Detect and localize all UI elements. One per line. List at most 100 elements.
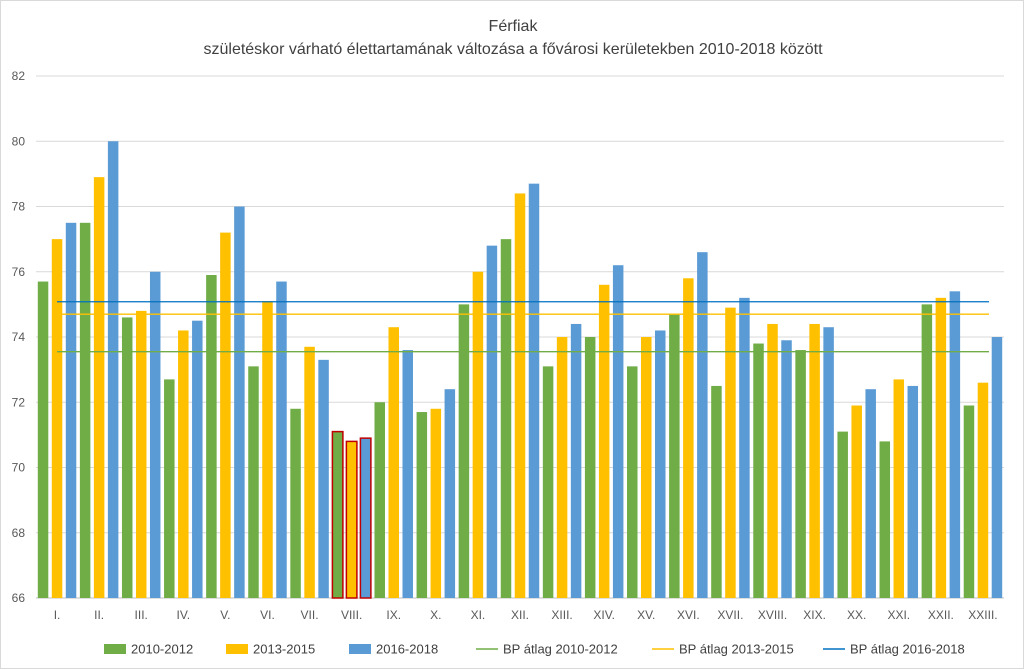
legend-swatch-2010-2012: [104, 644, 126, 654]
bar-2013-2015-XIII.: [556, 337, 568, 598]
bar-2013-2015-IV.: [178, 330, 189, 598]
bar-2016-2018-XIII.: [570, 323, 582, 598]
bar-2016-2018-VII.: [318, 359, 329, 598]
bar-2010-2012-XXII.: [921, 304, 933, 599]
y-tick-label: 76: [12, 265, 26, 279]
x-tick-label: VI.: [260, 608, 275, 622]
bar-2010-2012-XII.: [500, 239, 512, 599]
x-tick-label: V.: [220, 608, 230, 622]
bar-2016-2018-XVIII.: [781, 340, 792, 598]
x-tick-label: XVI.: [677, 608, 700, 622]
bar-2016-2018-VIII.: [359, 437, 372, 599]
x-tick-label: VIII.: [341, 608, 362, 622]
y-tick-label: 82: [12, 69, 26, 83]
bar-2013-2015-III.: [135, 310, 147, 598]
bar-2010-2012-VI.: [248, 366, 259, 598]
bar-2013-2015-VIII.: [345, 440, 358, 599]
bar-2016-2018-II.: [107, 141, 119, 598]
legend: 2010-2012 2013-2015 2016-2018 BP átlag 2010…: [104, 642, 965, 657]
bar-2016-2018-V.: [234, 206, 245, 598]
bar-2016-2018-IV.: [192, 320, 203, 598]
bar-2016-2018-VI.: [276, 281, 287, 598]
bar-2016-2018-X.: [444, 389, 456, 598]
bar-2013-2015-XXII.: [935, 297, 947, 598]
bar-2010-2012-II.: [79, 222, 91, 598]
bar-2013-2015-XXI.: [893, 379, 905, 598]
bar-2010-2012-XV.: [627, 366, 638, 598]
bar-2016-2018-XXIII.: [991, 337, 1003, 598]
bar-2013-2015-XXIII.: [977, 382, 989, 598]
y-tick-label: 68: [12, 526, 26, 540]
bar-2010-2012-XI.: [458, 304, 470, 599]
bar-2013-2015-XII.: [514, 193, 526, 598]
bar-2010-2012-XIII.: [542, 366, 554, 598]
legend-label: 2016-2018: [376, 642, 438, 657]
bar-2016-2018-XV.: [655, 330, 666, 598]
legend-label: 2010-2012: [131, 642, 193, 657]
legend-label: BP átlag 2013-2015: [679, 642, 794, 657]
bar-2013-2015-II.: [93, 177, 105, 598]
bar-2013-2015-VII.: [304, 346, 315, 598]
x-tick-label: XVIII.: [758, 608, 787, 622]
bar-2013-2015-XIX.: [809, 323, 820, 598]
bar-2010-2012-IX.: [374, 402, 385, 598]
legend-label: BP átlag 2010-2012: [503, 642, 618, 657]
bar-2013-2015-XI.: [472, 271, 484, 598]
x-tick-label: XIII.: [551, 608, 572, 622]
bar-2016-2018-XVII.: [739, 297, 750, 598]
bar-2013-2015-XIV.: [598, 284, 610, 598]
x-tick-label: XII.: [511, 608, 529, 622]
bar-2010-2012-XIV.: [584, 337, 596, 598]
x-tick-label: II.: [94, 608, 104, 622]
bar-2013-2015-XVII.: [725, 307, 736, 598]
bar-2016-2018-XIV.: [612, 265, 624, 598]
bar-2010-2012-XIX.: [795, 350, 806, 598]
x-axis-tick-labels: I. II. III. IV. V. VI. VII. VIII. IX. X. XI. XII. XI…: [54, 608, 998, 622]
legend-label: 2013-2015: [253, 642, 315, 657]
y-tick-label: 74: [12, 330, 26, 344]
x-tick-label: VII.: [301, 608, 319, 622]
x-tick-label: X.: [430, 608, 441, 622]
x-tick-label: XIV.: [593, 608, 615, 622]
x-tick-label: IX.: [386, 608, 401, 622]
y-tick-label: 70: [12, 461, 26, 475]
bar-2013-2015-X.: [430, 408, 442, 598]
bar-2010-2012-X.: [416, 412, 428, 598]
y-tick-label: 80: [12, 134, 26, 148]
bar-2016-2018-XXII.: [949, 291, 961, 598]
bar-2016-2018-XVI.: [697, 252, 708, 598]
bars: [37, 141, 1003, 599]
bar-2016-2018-IX.: [402, 350, 413, 598]
bar-2010-2012-VII.: [290, 408, 301, 598]
bar-2016-2018-XIX.: [823, 327, 834, 598]
bar-2010-2012-XVII.: [711, 385, 722, 598]
y-tick-label: 72: [12, 395, 26, 409]
x-tick-label: XIX.: [803, 608, 826, 622]
legend-swatch-2013-2015: [226, 644, 248, 654]
bar-2013-2015-XVIII.: [767, 323, 778, 598]
x-tick-label: XXI.: [887, 608, 910, 622]
reference-lines: [57, 301, 989, 353]
legend-label: BP átlag 2016-2018: [850, 642, 965, 657]
bar-2010-2012-III.: [121, 317, 133, 598]
x-tick-label: XX.: [847, 608, 866, 622]
bar-2013-2015-XVI.: [683, 278, 694, 598]
bar-2016-2018-XX.: [865, 389, 876, 598]
bar-2013-2015-VI.: [262, 301, 273, 598]
bar-2010-2012-XVIII.: [753, 343, 764, 598]
y-axis-tick-labels: 66 68 70 72 74 76 78 80 82: [12, 69, 26, 605]
bar-2016-2018-XII.: [528, 183, 540, 598]
chart-subtitle: születéskor várható élettartamának válto…: [203, 41, 823, 58]
bar-2010-2012-V.: [206, 275, 217, 598]
bar-2016-2018-III.: [149, 271, 161, 598]
x-tick-label: III.: [135, 608, 148, 622]
bar-2013-2015-IX.: [388, 327, 399, 598]
bar-2010-2012-XXI.: [879, 441, 891, 598]
x-tick-label: XV.: [637, 608, 655, 622]
bar-2013-2015-XV.: [641, 337, 652, 598]
bar-2010-2012-IV.: [164, 379, 175, 598]
y-tick-label: 78: [12, 200, 26, 214]
bar-2013-2015-V.: [220, 232, 231, 598]
